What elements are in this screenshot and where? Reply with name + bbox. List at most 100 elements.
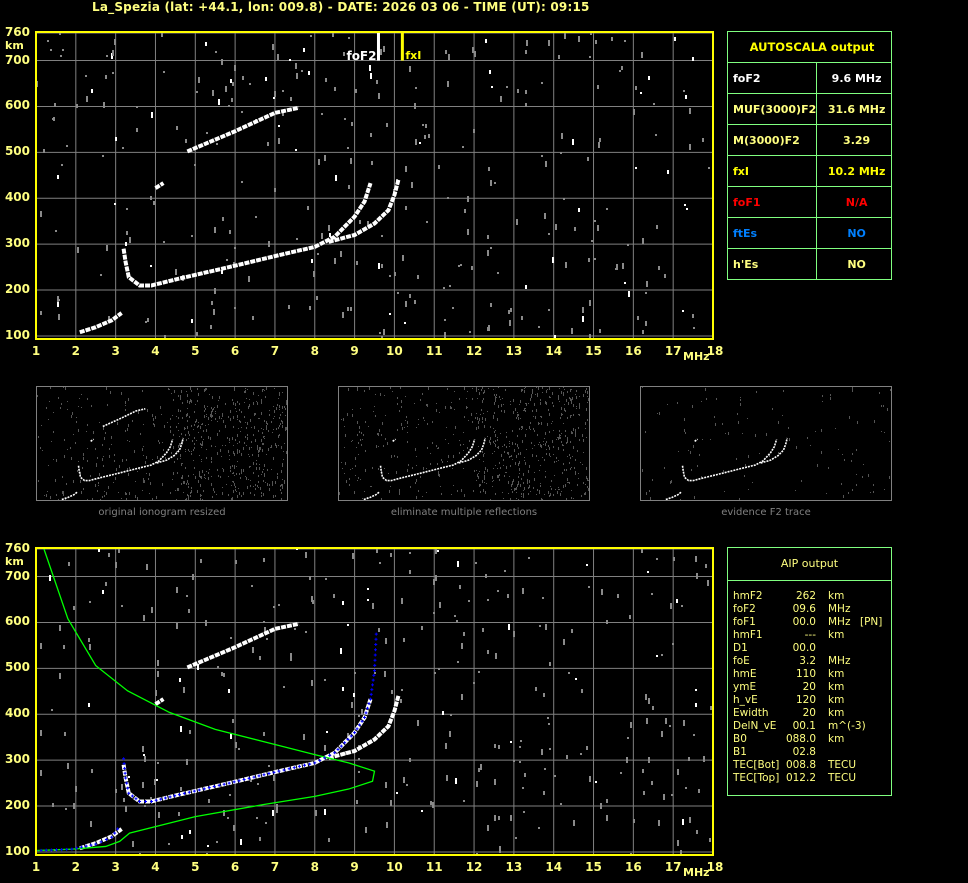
noise-speck (487, 825, 489, 831)
noise-speck (386, 822, 388, 828)
noise-speck (211, 483, 212, 486)
noise-speck (498, 475, 499, 478)
noise-speck (106, 245, 108, 251)
noise-speck (40, 311, 42, 315)
noise-speck (249, 447, 250, 450)
noise-speck (783, 390, 784, 392)
fit-point (159, 797, 163, 801)
noise-speck (142, 746, 144, 752)
noise-speck (467, 196, 469, 202)
fit-point (192, 789, 196, 793)
noise-speck (671, 480, 672, 483)
noise-speck (237, 461, 238, 462)
noise-speck (705, 388, 706, 391)
noise-speck (209, 394, 210, 395)
noise-speck (205, 408, 206, 410)
noise-speck (234, 386, 235, 389)
noise-speck (121, 392, 122, 395)
noise-speck (586, 388, 587, 390)
noise-speck (104, 437, 105, 440)
noise-speck (196, 332, 198, 336)
noise-speck (381, 264, 383, 268)
noise-speck (67, 401, 68, 402)
noise-speck (152, 414, 153, 417)
noise-speck (523, 482, 524, 484)
noise-speck (246, 445, 247, 446)
noise-speck (561, 413, 562, 416)
noise-speck (241, 181, 243, 183)
noise-speck (198, 393, 199, 396)
noise-speck (664, 467, 665, 469)
noise-speck (352, 409, 353, 410)
noise-speck (502, 446, 503, 447)
noise-speck (203, 439, 204, 440)
noise-speck (183, 492, 184, 493)
noise-speck (200, 443, 201, 445)
noise-speck (498, 405, 499, 407)
noise-speck (258, 454, 259, 457)
noise-speck (461, 489, 462, 492)
noise-speck (193, 449, 194, 451)
noise-speck (467, 407, 468, 408)
noise-speck (63, 494, 64, 496)
noise-speck (563, 423, 564, 424)
noise-speck (218, 99, 220, 105)
y-tick-label: 300 (4, 236, 30, 251)
noise-speck (587, 486, 588, 488)
noise-speck (499, 474, 500, 476)
noise-speck (67, 449, 68, 450)
fit-point (149, 799, 153, 803)
noise-speck (196, 91, 198, 93)
noise-speck (117, 422, 118, 425)
noise-speck (554, 775, 556, 777)
noise-speck (467, 447, 468, 449)
autoscala-label: M(3000)F2 (726, 124, 818, 156)
noise-speck (397, 292, 399, 294)
noise-speck (197, 664, 199, 670)
trace-o_trace (121, 182, 373, 288)
noise-speck (109, 448, 110, 450)
noise-speck (367, 588, 369, 590)
noise-speck (276, 804, 278, 810)
noise-speck (193, 429, 194, 430)
noise-speck (415, 482, 416, 484)
fit-point (79, 845, 83, 849)
aip-unit: km (828, 668, 845, 680)
noise-speck (542, 457, 543, 458)
x-tick-label: 12 (465, 860, 483, 874)
noise-speck (265, 822, 267, 824)
noise-speck (504, 451, 505, 453)
noise-speck (217, 405, 218, 408)
noise-speck (259, 418, 260, 419)
noise-speck (188, 431, 189, 434)
y-tick-label: 600 (4, 98, 30, 113)
noise-speck (455, 778, 457, 784)
noise-speck (115, 789, 117, 793)
x-tick-label: 2 (71, 860, 80, 874)
noise-speck (83, 488, 84, 490)
noise-speck (248, 454, 249, 455)
noise-speck (691, 469, 692, 471)
noise-speck (476, 386, 477, 389)
noise-speck (510, 498, 511, 500)
noise-speck (262, 449, 263, 452)
autoscala-label: h'Es (726, 248, 818, 280)
noise-speck (449, 285, 451, 287)
noise-speck (536, 455, 537, 457)
noise-speck (156, 496, 157, 499)
noise-speck (180, 397, 181, 400)
noise-speck (211, 411, 212, 413)
noise-speck (409, 758, 411, 762)
noise-speck (110, 391, 111, 394)
noise-speck (424, 420, 425, 421)
noise-speck (495, 399, 496, 402)
noise-speck (258, 475, 259, 477)
noise-speck (261, 428, 262, 429)
noise-speck (418, 419, 419, 420)
x-axis-label: MHz (683, 866, 710, 879)
noise-speck (254, 427, 255, 428)
noise-speck (352, 440, 353, 441)
y-tick-label: 760 (4, 25, 30, 39)
noise-speck (801, 480, 802, 482)
noise-speck (195, 404, 196, 405)
